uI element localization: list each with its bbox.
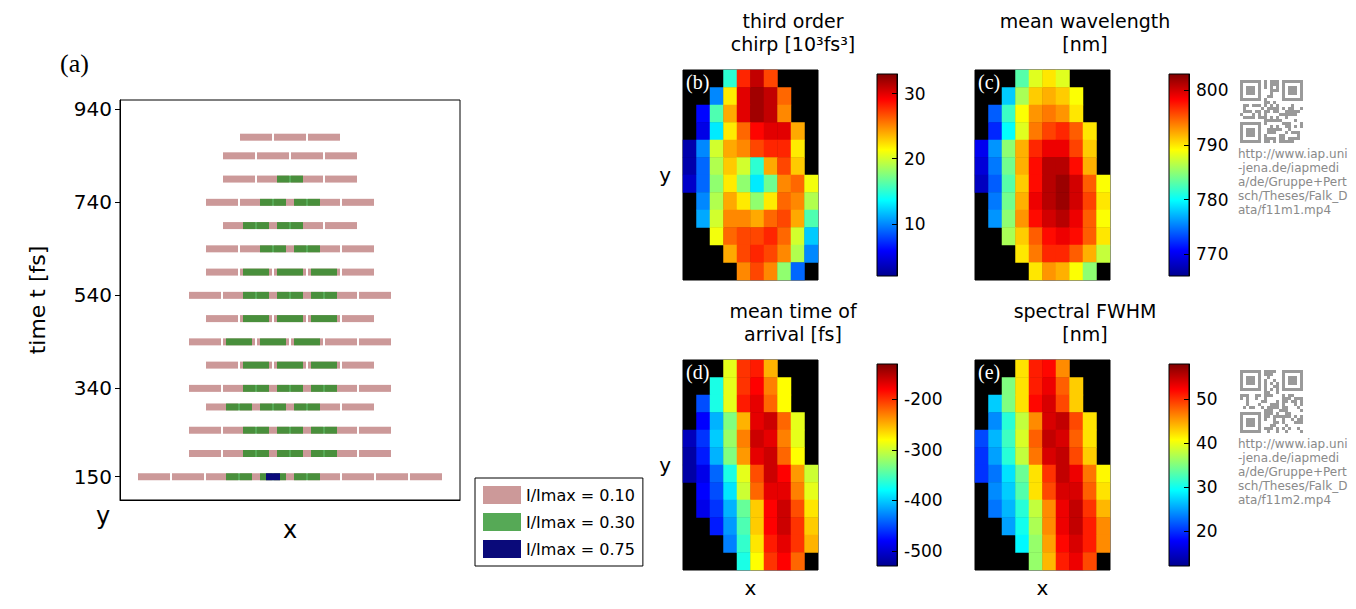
svg-text:I/Imax = 0.10: I/Imax = 0.10	[526, 486, 635, 505]
svg-text:arrival [fs]: arrival [fs]	[744, 323, 842, 345]
html-text:http://www.iap.uni-jena.de/iap: http://www.iap.uni-jena.de/iapmedia/de/G…	[1238, 147, 1348, 217]
svg-text:770: 770	[1196, 244, 1228, 264]
svg-text:y: y	[659, 453, 671, 477]
svg-text:50: 50	[1196, 389, 1218, 409]
svg-text:20: 20	[1196, 521, 1218, 541]
svg-text:-400: -400	[904, 490, 943, 510]
svg-text:800: 800	[1196, 80, 1228, 100]
svg-text:150: 150	[74, 465, 112, 489]
svg-text:780: 780	[1196, 190, 1228, 210]
html-text:http://www.iap.uni-jena.de/iap: http://www.iap.uni-jena.de/iapmedia/de/G…	[1238, 437, 1348, 507]
svg-text:20: 20	[904, 149, 926, 169]
svg-text:940: 940	[74, 97, 112, 121]
svg-text:-300: -300	[904, 440, 943, 460]
svg-text:540: 540	[74, 283, 112, 307]
svg-text:-200: -200	[904, 389, 943, 409]
svg-text:spectral FWHM: spectral FWHM	[1014, 300, 1157, 322]
svg-text:(d): (d)	[686, 361, 709, 384]
svg-text:(b): (b)	[686, 71, 709, 94]
svg-text:30: 30	[904, 84, 926, 104]
svg-text:30: 30	[1196, 477, 1218, 497]
svg-text:third order: third order	[742, 10, 843, 32]
svg-text:chirp [10³fs³]: chirp [10³fs³]	[731, 33, 856, 55]
svg-text:790: 790	[1196, 135, 1228, 155]
svg-text:(c): (c)	[978, 71, 1000, 94]
svg-text:y: y	[659, 163, 671, 187]
svg-text:(e): (e)	[978, 361, 1000, 384]
svg-text:I/Imax = 0.75: I/Imax = 0.75	[526, 540, 635, 559]
svg-text:[nm]: [nm]	[1062, 323, 1107, 345]
svg-text:10: 10	[904, 214, 926, 234]
svg-text:40: 40	[1196, 433, 1218, 453]
svg-text:mean wavelength: mean wavelength	[1000, 10, 1171, 32]
svg-text:y: y	[96, 502, 110, 530]
svg-text:time t [fs]: time t [fs]	[25, 246, 50, 355]
svg-text:mean time of: mean time of	[729, 300, 858, 322]
svg-text:[nm]: [nm]	[1062, 33, 1107, 55]
svg-text:(a): (a)	[60, 49, 89, 78]
svg-text:x: x	[1037, 576, 1049, 600]
svg-text:740: 740	[74, 190, 112, 214]
svg-text:x: x	[283, 516, 297, 544]
svg-text:-500: -500	[904, 541, 943, 561]
svg-text:340: 340	[74, 376, 112, 400]
svg-text:I/Imax = 0.30: I/Imax = 0.30	[526, 513, 635, 532]
svg-text:x: x	[745, 576, 757, 600]
